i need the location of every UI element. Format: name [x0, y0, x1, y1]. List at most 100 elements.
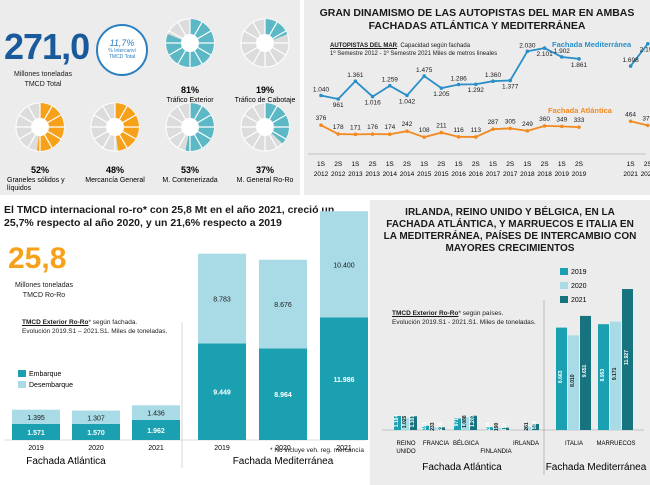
country-label: REINO — [396, 441, 415, 447]
point-label: 1.040 — [313, 87, 330, 94]
pie-hole — [181, 118, 199, 136]
pie-percent: 52% — [31, 165, 49, 175]
point-label: 371 — [642, 115, 650, 122]
legend-swatch-embarque — [18, 370, 26, 377]
country-bar — [524, 426, 531, 430]
series-point — [577, 125, 581, 129]
point-label: 1.259 — [382, 77, 399, 84]
country-bar — [494, 427, 501, 430]
bars-note: TMCD Exterior Ro-Ro* según fachada. Evol… — [22, 319, 168, 335]
point-label: 2.030 — [519, 42, 536, 49]
series-point — [646, 41, 650, 46]
country-bar — [454, 418, 461, 430]
bar-desembarque — [320, 211, 368, 318]
tick-label: 1S — [523, 161, 532, 168]
bar-embarque — [259, 348, 307, 440]
series-point — [405, 93, 409, 98]
group-label: Fachada Mediterránea — [546, 462, 647, 473]
country-label: FINLANDIA — [480, 449, 511, 455]
point-label: 305 — [505, 118, 516, 125]
country-bar-value: 351 — [422, 422, 428, 431]
tick-label: 1S — [386, 161, 395, 168]
tick-year: 2021 — [623, 171, 638, 178]
pies: 81% Tráfico Exterior 19% Tráfico de Cabotaj… — [7, 18, 296, 192]
point-label: 1.377 — [502, 83, 519, 90]
bar-desembarque — [259, 259, 307, 349]
country-bar — [556, 327, 567, 430]
series-point — [542, 46, 547, 50]
series-point — [577, 57, 581, 61]
series-point — [388, 83, 392, 88]
series-point — [336, 97, 340, 101]
legend-med: Fachada Mediterránea — [552, 40, 632, 49]
point-label: 171 — [350, 124, 361, 131]
country-bar-value: 506 — [532, 421, 538, 430]
series-point — [405, 129, 409, 133]
country-bar — [470, 415, 477, 430]
series-point — [319, 123, 323, 127]
pie-label: Tráfico de Cabotaje — [235, 97, 296, 104]
bars-big-value: 25,8 — [8, 242, 67, 275]
tick-year: 2016 — [451, 171, 466, 178]
point-label: 249 — [522, 121, 533, 128]
series-point — [525, 129, 530, 133]
tick-label: 2S — [403, 161, 412, 168]
circle-value: 11,7% — [109, 38, 135, 48]
legend-swatch — [560, 268, 568, 275]
group-label: Fachada Atlántica — [26, 456, 106, 467]
bar-value-desembarque: 8.783 — [213, 297, 231, 304]
bar-desembarque — [132, 405, 180, 420]
country-bar-value: 1.184 — [394, 415, 400, 428]
point-label: 178 — [333, 124, 344, 131]
point-label: 464 — [625, 111, 636, 118]
pie-hole — [256, 34, 274, 52]
country-bar-value: 971 — [454, 418, 460, 427]
series-point — [439, 86, 444, 90]
pie-label: M. Contenerizada — [162, 177, 217, 184]
country-bar — [430, 427, 437, 430]
country-bar-value: 11.927 — [624, 350, 630, 365]
countries-note: TMCD Exterior Ro-Ro* según países. Evolu… — [392, 310, 536, 326]
country-bar-value: 1.025 — [402, 415, 408, 428]
pie-slice — [265, 103, 289, 144]
tick-year: 2018 — [520, 171, 535, 178]
series-point — [542, 124, 547, 128]
point-label: 2.101 — [536, 51, 553, 58]
country-bar — [502, 427, 509, 430]
bar-year: 2021 — [148, 445, 164, 452]
point-label: 961 — [333, 102, 344, 109]
tick-label: 2S — [437, 161, 446, 168]
point-label: 1.286 — [450, 76, 467, 83]
line-subtitle: AUTOPISTAS DEL MAR. Capacidad según fach… — [330, 43, 498, 57]
series-point — [370, 132, 375, 136]
series-point — [628, 64, 633, 68]
series-point — [319, 93, 323, 98]
bar-desembarque — [72, 410, 120, 424]
tick-label: 1S — [489, 161, 498, 168]
tick-year: 2018 — [537, 171, 552, 178]
tick-label: 2S — [506, 161, 515, 168]
bar-value-embarque: 1.571 — [27, 430, 45, 437]
country-bar — [438, 427, 445, 430]
tick-label: 1S — [317, 161, 326, 168]
country-bar-value: 8.663 — [558, 370, 564, 383]
point-label: 333 — [574, 117, 585, 124]
series-point — [508, 78, 512, 83]
series-line — [320, 47, 580, 101]
tick-year: 2012 — [331, 171, 346, 178]
bar-value-embarque: 1.570 — [87, 430, 105, 437]
bars-headline: El TMCD internacional ro-ro* con 25,8 Mt… — [4, 204, 335, 229]
pie-hole — [106, 118, 124, 136]
bar-year: 2020 — [275, 445, 291, 452]
pie-percent: 19% — [256, 85, 274, 95]
bar-value-desembarque: 8.676 — [274, 302, 292, 309]
bar-year: 2021 — [336, 445, 352, 452]
series-point — [456, 135, 461, 139]
tick-year: 2021 — [641, 171, 650, 178]
country-label: BÉLGICA — [453, 440, 479, 447]
country-label: FRANCIA — [423, 441, 449, 447]
point-label: 1.360 — [485, 72, 502, 79]
country-bar-value: 9.651 — [582, 364, 588, 377]
series-point — [474, 82, 478, 87]
